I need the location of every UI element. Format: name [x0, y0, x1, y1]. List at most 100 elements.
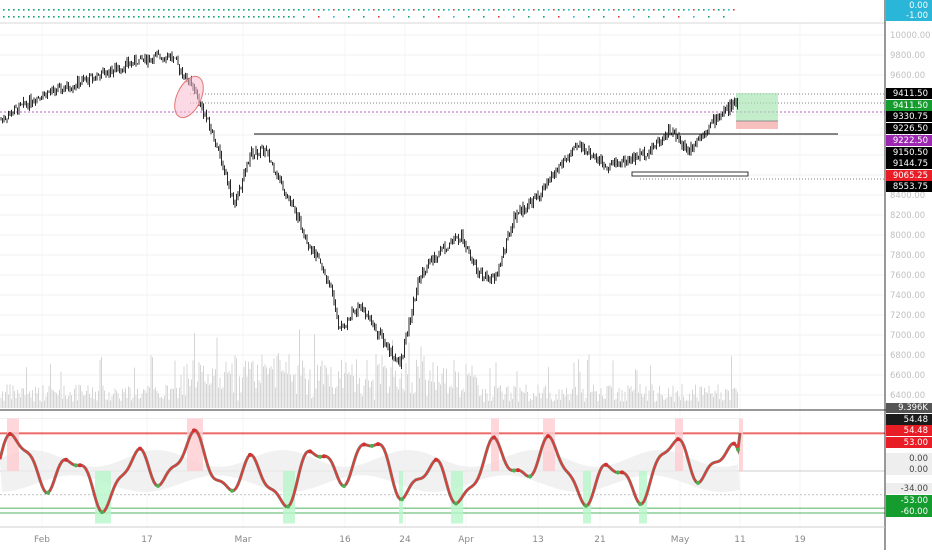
signal-dot: [263, 16, 265, 18]
signal-dot: [658, 9, 660, 11]
signal-dot: [558, 16, 560, 18]
signal-dot: [588, 16, 590, 18]
signal-dot: [153, 9, 155, 11]
signal-dot: [273, 9, 275, 11]
trough-marker: [454, 501, 458, 506]
signal-dot: [63, 16, 65, 18]
price-label: 9411.50: [886, 100, 932, 111]
signal-dot: [288, 16, 290, 18]
signal-dot: [283, 16, 285, 18]
signal-dot: [528, 9, 530, 11]
osc-label-bg: [886, 453, 932, 464]
overbought-bar: [495, 418, 499, 471]
highlight-ellipse: [174, 75, 204, 119]
osc-label: -53.00: [886, 495, 932, 506]
signal-dot: [38, 9, 40, 11]
signal-dot: [113, 9, 115, 11]
signal-dot: [63, 9, 65, 11]
signal-dot: [618, 16, 620, 18]
osc-label-text: 0.00: [909, 465, 928, 475]
stop-zone: [736, 121, 778, 129]
oversold-bar: [583, 471, 587, 524]
peak-marker: [308, 449, 312, 454]
price-axis[interactable]: 10000.009800.009600.009200.009000.008800…: [890, 31, 931, 401]
signal-dot: [43, 16, 45, 18]
signal-dot: [358, 9, 360, 11]
signal-dot: [218, 9, 220, 11]
price-label-text: 9065.25: [893, 171, 928, 181]
signal-dot: [33, 9, 35, 11]
signal-dot: [643, 9, 645, 11]
signal-dot: [153, 16, 155, 18]
signal-dot: [268, 9, 270, 11]
signal-dot: [138, 16, 140, 18]
signal-dot: [213, 9, 215, 11]
signal-dot: [183, 16, 185, 18]
osc-label-bg: [886, 483, 932, 494]
signal-dot: [68, 9, 70, 11]
signal-dot: [168, 16, 170, 18]
signal-dot: [438, 16, 440, 18]
signal-dot: [93, 9, 95, 11]
signal-dot: [268, 16, 270, 18]
signal-dot: [143, 16, 145, 18]
time-axis[interactable]: Feb 17 Mar 16 24 Apr 13 21 May 11 19: [34, 535, 806, 545]
signal-dot: [118, 16, 120, 18]
signal-dot: [8, 9, 10, 11]
signal-dot: [78, 9, 80, 11]
signal-dot: [733, 9, 735, 11]
signal-dot: [463, 9, 465, 11]
signal-dot: [148, 16, 150, 18]
signal-dot: [238, 9, 240, 11]
time-tick-label: Apr: [458, 535, 474, 545]
overbought-bar: [543, 418, 547, 471]
signal-dot: [208, 16, 210, 18]
trough-marker: [736, 447, 740, 452]
signal-dot: [688, 9, 690, 11]
signal-dot: [203, 9, 205, 11]
signal-dot: [38, 16, 40, 18]
signal-dot: [623, 9, 625, 11]
oversold-bar: [287, 471, 291, 524]
signal-dot: [53, 16, 55, 18]
peak-marker: [492, 435, 496, 440]
overbought-bar: [195, 418, 199, 471]
candlestick-series: [0, 49, 738, 370]
signal-dot: [633, 16, 635, 18]
signal-dot: [23, 16, 25, 18]
signal-dot: [348, 9, 350, 11]
price-label: 9065.25: [886, 170, 932, 181]
price-tick-label: 6800.00: [890, 351, 925, 361]
signal-dot: [148, 9, 150, 11]
signal-dot: [123, 16, 125, 18]
top-badge-bg: [886, 0, 932, 11]
signal-dot: [308, 9, 310, 11]
signal-dot: [213, 16, 215, 18]
signal-dot: [518, 9, 520, 11]
signal-dot: [178, 16, 180, 18]
signal-dot: [158, 16, 160, 18]
signal-dot: [558, 9, 560, 11]
signal-dot: [13, 9, 15, 11]
signal-dot: [678, 9, 680, 11]
osc-label-bg: [886, 414, 932, 425]
signal-dot: [28, 16, 30, 18]
signal-dot: [108, 9, 110, 11]
price-label-bg: [886, 170, 932, 181]
signal-dot: [228, 9, 230, 11]
signal-dot: [128, 16, 130, 18]
signal-dot: [223, 16, 225, 18]
trough-marker: [318, 454, 322, 459]
signal-dot: [223, 9, 225, 11]
signal-dot: [703, 9, 705, 11]
osc-label-text: 53.00: [904, 438, 928, 448]
signal-dot: [713, 9, 715, 11]
price-tick-label: 8400.00: [890, 191, 925, 201]
signal-dot: [188, 16, 190, 18]
signal-dot: [608, 9, 610, 11]
signal-dot: [338, 9, 340, 11]
price-label-text: 9150.50: [893, 148, 928, 158]
signal-dot: [48, 9, 50, 11]
